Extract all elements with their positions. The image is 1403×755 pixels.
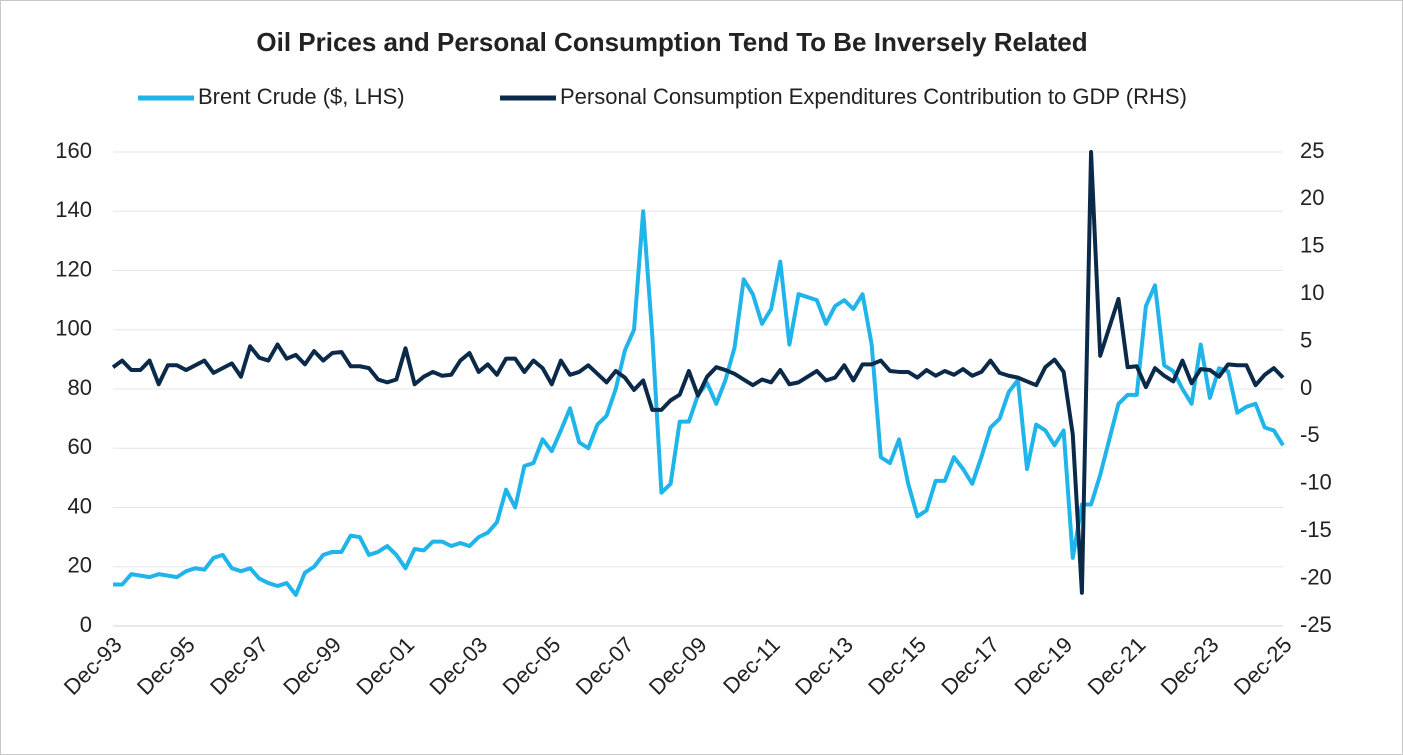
y2-tick-label: -20 (1300, 564, 1332, 589)
y2-tick-label: -15 (1300, 517, 1332, 542)
y2-tick-label: 15 (1300, 233, 1324, 258)
y2-tick-label: 10 (1300, 280, 1324, 305)
y-tick-label: 40 (68, 493, 92, 518)
y-tick-label: 120 (55, 256, 92, 281)
y-tick-label: 20 (68, 553, 92, 578)
y-tick-label: 80 (68, 375, 92, 400)
y-tick-label: 0 (80, 612, 92, 637)
y-tick-label: 140 (55, 197, 92, 222)
y-tick-label: 160 (55, 138, 92, 163)
y2-tick-label: 0 (1300, 375, 1312, 400)
y-tick-label: 100 (55, 316, 92, 341)
y2-tick-label: 5 (1300, 327, 1312, 352)
y2-tick-label: -5 (1300, 422, 1320, 447)
y2-tick-label: -10 (1300, 470, 1332, 495)
line-series (111, 150, 1285, 595)
y2-tick-label: -25 (1300, 612, 1332, 637)
legend-label: Personal Consumption Expenditures Contri… (560, 84, 1187, 109)
y2-tick-label: 25 (1300, 138, 1324, 163)
y-tick-label: 60 (68, 434, 92, 459)
chart-title: Oil Prices and Personal Consumption Tend… (256, 27, 1087, 57)
legend-label: Brent Crude ($, LHS) (198, 84, 405, 109)
y2-tick-label: 20 (1300, 185, 1324, 210)
